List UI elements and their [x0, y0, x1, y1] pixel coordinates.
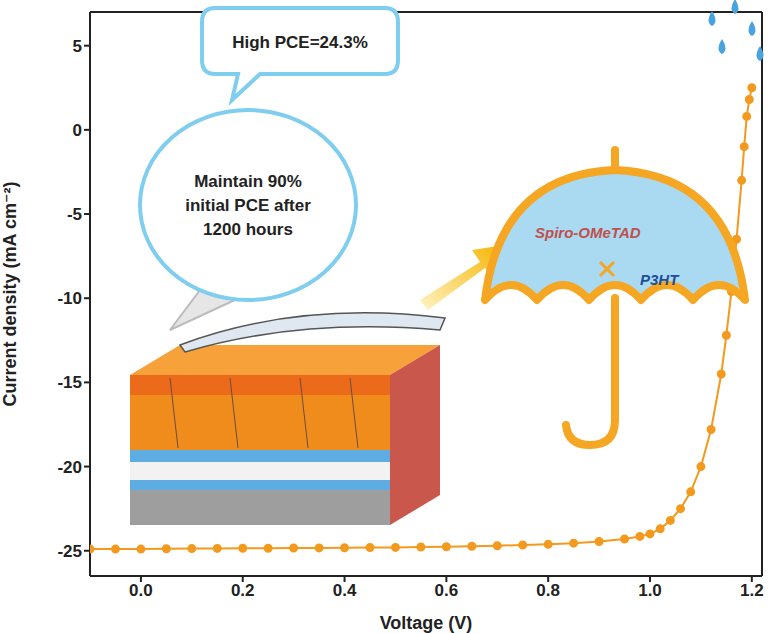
svg-text:Voltage (V): Voltage (V) [380, 613, 473, 633]
svg-text:Spiro-OMeTAD: Spiro-OMeTAD [535, 224, 641, 241]
svg-text:-20: -20 [57, 458, 82, 477]
svg-text:-15: -15 [57, 373, 82, 392]
svg-text:-5: -5 [67, 205, 82, 224]
svg-text:0.4: 0.4 [333, 581, 357, 600]
svg-text:5: 5 [73, 37, 82, 56]
svg-text:P3HT: P3HT [640, 271, 680, 288]
svg-text:0.2: 0.2 [231, 581, 255, 600]
svg-text:0.6: 0.6 [435, 581, 459, 600]
svg-text:0.8: 0.8 [536, 581, 560, 600]
svg-text:-25: -25 [57, 542, 82, 561]
svg-text:1200 hours: 1200 hours [203, 220, 293, 239]
svg-text:Maintain 90%: Maintain 90% [194, 172, 302, 191]
svg-text:-10: -10 [57, 289, 82, 308]
svg-text:1.0: 1.0 [638, 581, 662, 600]
svg-text:High PCE=24.3%: High PCE=24.3% [232, 33, 368, 52]
svg-text:0.0: 0.0 [129, 581, 153, 600]
svg-text:0: 0 [73, 121, 82, 140]
svg-text:1.2: 1.2 [740, 581, 764, 600]
svg-text:Current density (mA cm⁻²): Current density (mA cm⁻²) [0, 182, 20, 407]
svg-text:initial PCE after: initial PCE after [185, 196, 311, 215]
